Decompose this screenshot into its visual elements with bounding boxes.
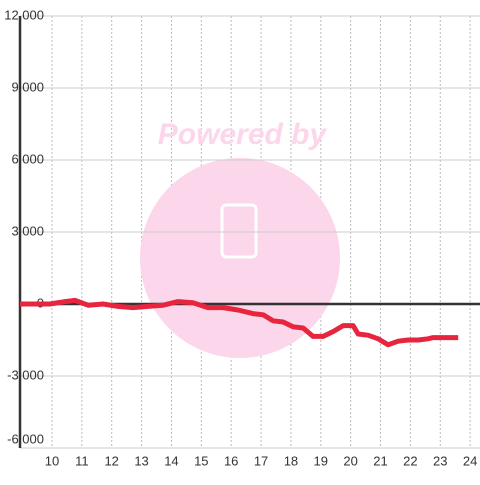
x-tick-label: 21 (373, 453, 387, 468)
y-tick-label: 9,000 (11, 79, 44, 94)
x-tick-label: 24 (463, 453, 477, 468)
x-tick-label: 16 (224, 453, 238, 468)
x-tick-label: 18 (284, 453, 298, 468)
y-tick-label: 6,000 (11, 151, 44, 166)
x-tick-label: 22 (403, 453, 417, 468)
x-tick-label: 19 (314, 453, 328, 468)
y-tick-label: -6,000 (7, 431, 44, 446)
x-tick-label: 20 (343, 453, 357, 468)
x-tick-label: 17 (254, 453, 268, 468)
x-tick-label: 23 (433, 453, 447, 468)
x-tick-label: 10 (45, 453, 59, 468)
watermark-icon (220, 203, 258, 259)
x-tick-label: 15 (194, 453, 208, 468)
x-tick-label: 12 (104, 453, 118, 468)
x-tick-label: 13 (134, 453, 148, 468)
y-tick-label: 3,000 (11, 223, 44, 238)
x-tick-label: 14 (164, 453, 178, 468)
y-tick-label: 12,000 (4, 7, 44, 22)
y-tick-label: -3,000 (7, 367, 44, 382)
series-line (20, 297, 459, 348)
x-tick-label: 11 (75, 453, 89, 468)
watermark-text: Powered by (158, 118, 328, 151)
